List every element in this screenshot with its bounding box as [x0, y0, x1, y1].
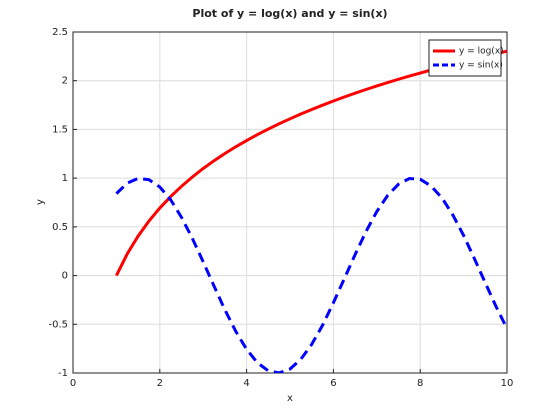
x-tick-label: 4 [243, 378, 249, 389]
chart-title: Plot of y = log(x) and y = sin(x) [192, 7, 387, 20]
x-tick-label: 6 [330, 378, 336, 389]
legend-label: y = sin(x) [459, 61, 503, 71]
y-tick-label: 1 [62, 173, 68, 184]
x-tick-label: 0 [70, 378, 76, 389]
y-tick-label: 2.5 [52, 27, 68, 38]
legend-box [428, 39, 502, 77]
line-series [115, 176, 507, 373]
x-tick-label: 10 [501, 378, 514, 389]
x-tick-label: 8 [417, 378, 423, 389]
x-axis-label: x [287, 393, 293, 404]
y-tick-label: 2 [62, 76, 68, 87]
y-tick-label: 1.5 [52, 124, 68, 135]
line-series [115, 49, 507, 277]
y-tick-label: 0.5 [52, 222, 68, 233]
y-tick-label: -1 [58, 368, 68, 379]
legend-label: y = log(x) [459, 47, 504, 57]
y-axis-label: y [35, 199, 46, 205]
y-tick-label: -0.5 [48, 319, 68, 330]
y-tick-label: 0 [62, 271, 68, 282]
x-tick-label: 2 [157, 378, 163, 389]
plot-frame [72, 31, 508, 374]
